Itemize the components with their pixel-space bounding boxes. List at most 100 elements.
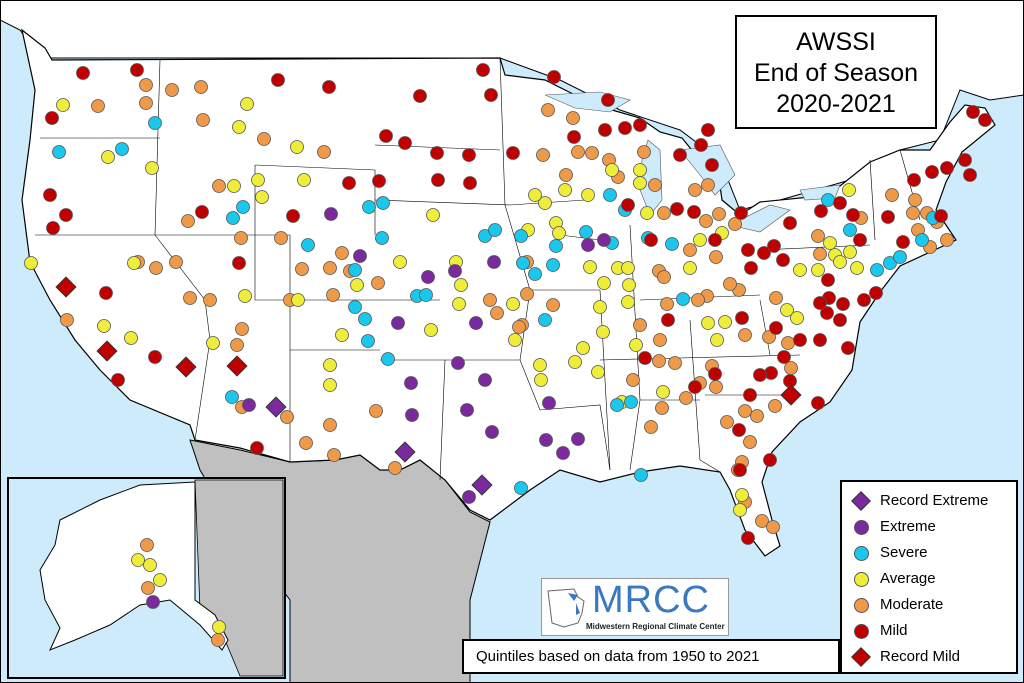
- station-extreme: [478, 373, 492, 387]
- station-moderate: [141, 581, 155, 595]
- legend-label: Record Extreme: [880, 492, 989, 509]
- station-mild: [811, 396, 825, 410]
- station-mild: [506, 146, 520, 160]
- station-mild: [430, 146, 444, 160]
- legend-label: Average: [880, 570, 936, 587]
- station-mild: [638, 351, 652, 365]
- station-moderate: [668, 356, 682, 370]
- station-severe: [225, 390, 239, 404]
- station-average: [297, 173, 311, 187]
- station-severe: [381, 352, 395, 366]
- station-average: [143, 558, 157, 572]
- station-average: [227, 179, 241, 193]
- logo-subtitle: Midwestern Regional Climate Center: [586, 622, 725, 631]
- station-moderate: [691, 293, 705, 307]
- station-moderate: [657, 270, 671, 284]
- station-average: [145, 161, 159, 175]
- station-moderate: [169, 255, 183, 269]
- state-boundary: [559, 234, 601, 241]
- station-mild: [99, 286, 113, 300]
- station-mild: [398, 136, 412, 150]
- station-average: [206, 336, 220, 350]
- station-severe: [478, 229, 492, 243]
- station-mild: [567, 130, 581, 144]
- station-mild: [484, 88, 498, 102]
- station-severe: [870, 263, 884, 277]
- station-mild: [45, 111, 59, 125]
- station-moderate: [768, 399, 782, 413]
- station-extreme: [353, 249, 367, 263]
- station-extreme: [404, 376, 418, 390]
- station-mild: [978, 113, 992, 127]
- station-mild: [250, 441, 264, 455]
- station-average: [568, 355, 582, 369]
- station-mild: [813, 333, 827, 347]
- station-moderate: [683, 243, 697, 257]
- legend-label: Mild: [880, 622, 908, 639]
- station-average: [56, 98, 70, 112]
- station-average: [528, 188, 542, 202]
- station-average: [454, 278, 468, 292]
- station-mild: [896, 235, 910, 249]
- station-mild: [934, 209, 948, 223]
- station-severe: [603, 188, 617, 202]
- state-boundary: [439, 359, 446, 481]
- station-average: [393, 255, 407, 269]
- station-average: [127, 256, 141, 270]
- station-severe: [236, 200, 250, 214]
- station-severe: [528, 267, 542, 281]
- station-mild: [940, 161, 954, 175]
- station-moderate: [295, 262, 309, 276]
- station-average: [552, 226, 566, 240]
- station-mild: [821, 273, 835, 287]
- station-moderate: [317, 145, 331, 159]
- station-mild: [601, 93, 615, 107]
- station-average: [426, 208, 440, 222]
- station-moderate: [655, 401, 669, 415]
- legend-label: Moderate: [880, 596, 944, 613]
- station-mild: [813, 296, 827, 310]
- station-average: [508, 333, 522, 347]
- station-mild: [925, 165, 939, 179]
- station-moderate: [257, 132, 271, 146]
- station-average: [576, 341, 590, 355]
- station-mild: [708, 367, 722, 381]
- station-severe: [301, 238, 315, 252]
- station-moderate: [60, 313, 74, 327]
- station-mild: [59, 208, 73, 222]
- state-boundary: [689, 319, 721, 473]
- station-extreme: [460, 403, 474, 417]
- station-moderate: [490, 306, 504, 320]
- station-average: [622, 278, 636, 292]
- station-mild: [881, 210, 895, 224]
- legend-item-average: Average: [850, 566, 1016, 592]
- station-extreme: [324, 207, 338, 221]
- station-mild: [462, 148, 476, 162]
- station-severe: [115, 142, 129, 156]
- state-boundary: [254, 165, 290, 301]
- station-mild: [232, 256, 246, 270]
- station-severe: [148, 116, 162, 130]
- station-average: [238, 289, 252, 303]
- station-average: [291, 293, 305, 307]
- station-mild: [744, 261, 758, 275]
- station-severe: [893, 250, 907, 264]
- station-mild: [476, 63, 490, 77]
- station-moderate: [149, 261, 163, 275]
- station-mild: [547, 70, 561, 84]
- station-moderate: [388, 461, 402, 475]
- station-moderate: [906, 206, 920, 220]
- station-average: [843, 245, 857, 259]
- station-average: [97, 319, 111, 333]
- station-average: [290, 140, 304, 154]
- station-average: [629, 338, 643, 352]
- station-mild: [644, 233, 658, 247]
- station-moderate: [140, 538, 154, 552]
- station-moderate: [326, 288, 340, 302]
- station-mild: [757, 246, 771, 260]
- station-mild: [431, 173, 445, 187]
- mrcc-logo: MRCC Midwestern Regional Climate Center: [541, 578, 729, 636]
- station-average: [605, 163, 619, 177]
- station-severe: [514, 481, 528, 495]
- station-severe: [546, 258, 560, 272]
